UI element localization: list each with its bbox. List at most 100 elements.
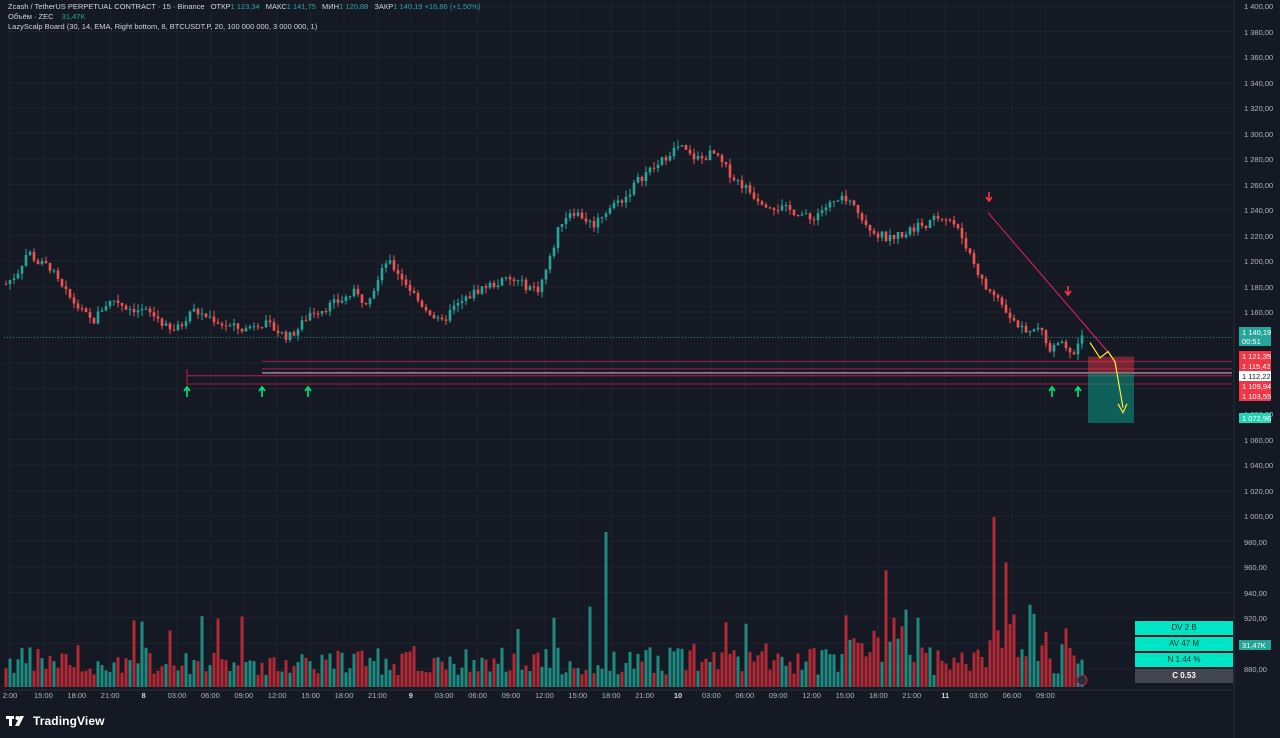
candle-body xyxy=(712,150,716,154)
price-axis[interactable]: 1 400,00 1 380,00 1 360,00 1 340,00 1 320,00… xyxy=(1239,2,1273,674)
volume-bar xyxy=(984,667,988,687)
candle-body xyxy=(1056,343,1060,345)
volume-bar xyxy=(612,651,616,687)
symbol-title[interactable]: Zcash / TetherUS PERPETUAL CONTRACT · 15… xyxy=(8,2,205,11)
candle-body xyxy=(444,319,448,321)
candle-body xyxy=(1048,343,1052,352)
volume-bar xyxy=(492,658,496,687)
volume-bar xyxy=(684,670,688,687)
time-tick-label: 06:00 xyxy=(201,691,220,700)
candle-body xyxy=(432,315,436,319)
price-tick-label: 1 040,00 xyxy=(1244,461,1273,470)
price-tick-label: 1 240,00 xyxy=(1244,206,1273,215)
stat-c: C 0.53 xyxy=(1135,669,1233,683)
candle-body xyxy=(384,263,388,268)
candle-body xyxy=(724,162,728,165)
volume-bar xyxy=(248,660,252,687)
volume-bar xyxy=(772,660,776,687)
candle-body xyxy=(100,310,104,312)
candle-body xyxy=(16,273,20,279)
volume-bar xyxy=(424,672,428,687)
candle-body xyxy=(928,219,932,228)
volume-bar xyxy=(496,663,500,687)
time-tick-label: 06:00 xyxy=(468,691,487,700)
time-tick-label: 03:00 xyxy=(168,691,187,700)
stop-zone[interactable] xyxy=(1088,356,1134,373)
open-label: ОТКР xyxy=(210,2,231,11)
candle-body xyxy=(284,331,288,340)
volume-bars xyxy=(4,517,1084,687)
candle-body xyxy=(832,201,836,203)
candle-body xyxy=(364,302,368,305)
volume-bar xyxy=(308,661,312,687)
candle-body xyxy=(552,247,556,257)
candle-body xyxy=(296,329,300,336)
time-tick-label: 09:00 xyxy=(1036,691,1055,700)
trend-line[interactable] xyxy=(987,212,1113,357)
candle-body xyxy=(544,269,548,280)
candle-body xyxy=(628,194,632,197)
candle-body xyxy=(460,300,464,303)
tradingview-logo[interactable]: TradingView xyxy=(6,713,105,729)
candle-body xyxy=(968,248,972,253)
profit-zone[interactable] xyxy=(1088,372,1134,423)
volume-bar xyxy=(500,647,504,687)
candle-body xyxy=(32,251,36,261)
candle-body xyxy=(1040,327,1044,331)
candle-body xyxy=(728,164,732,178)
volume-bar xyxy=(224,660,228,687)
candle-body xyxy=(20,265,24,274)
volume-bar xyxy=(996,630,1000,687)
volume-bar xyxy=(544,649,548,687)
candle-body xyxy=(732,177,736,181)
replay-icon[interactable] xyxy=(1076,674,1088,686)
volume-bar xyxy=(836,671,840,687)
time-tick-label: 8 xyxy=(142,691,146,700)
volume-bar xyxy=(220,659,224,687)
volume-bar xyxy=(920,647,924,687)
candle-body xyxy=(356,288,360,295)
volume-bar xyxy=(16,659,20,687)
candle-body xyxy=(864,220,868,225)
candle-body xyxy=(1076,343,1080,355)
time-tick-label: 9 xyxy=(409,691,413,700)
volume-bar xyxy=(620,671,624,687)
volume-bar xyxy=(1024,656,1028,687)
candle-body xyxy=(288,332,292,340)
candle-body xyxy=(948,219,952,221)
volume-bar xyxy=(300,654,304,687)
price-tick-label: 1 160,00 xyxy=(1244,308,1273,317)
volume-bar xyxy=(848,639,852,687)
volume-bar xyxy=(908,654,912,687)
volume-bar xyxy=(912,662,916,687)
volume-bar xyxy=(276,670,280,687)
candle-body xyxy=(280,331,284,334)
volume-bar xyxy=(664,674,668,687)
volume-indicator-label[interactable]: Объём · ZEC xyxy=(8,12,54,21)
volume-bar xyxy=(348,668,352,687)
candle-body xyxy=(868,224,872,231)
volume-bar xyxy=(96,661,100,687)
buy-signal-arrow xyxy=(1074,385,1082,397)
candle-body xyxy=(524,279,528,290)
forecast-path[interactable] xyxy=(1089,342,1124,408)
lazyscalp-indicator-label[interactable]: LazyScalp Board (30, 14, EMA, Right bott… xyxy=(8,22,318,31)
volume-bar xyxy=(84,670,88,687)
time-axis[interactable]: 2:00 15:00 18:00 21:00 8 03:00 06:00 09:00 12:00… xyxy=(3,674,1088,700)
volume-bar xyxy=(916,617,920,687)
time-tick-label: 06:00 xyxy=(735,691,754,700)
price-tag xyxy=(1239,371,1271,381)
candle-body xyxy=(692,153,696,160)
candle-body xyxy=(436,317,440,319)
volume-bar xyxy=(80,671,84,687)
volume-bar xyxy=(740,671,744,687)
volume-bar xyxy=(940,660,944,687)
volume-bar xyxy=(876,637,880,687)
volume-bar xyxy=(952,657,956,687)
candle-body xyxy=(404,279,408,285)
time-tick-label: 03:00 xyxy=(435,691,454,700)
volume-bar xyxy=(512,653,516,687)
candle-body xyxy=(60,279,64,287)
candle-body xyxy=(128,309,132,311)
